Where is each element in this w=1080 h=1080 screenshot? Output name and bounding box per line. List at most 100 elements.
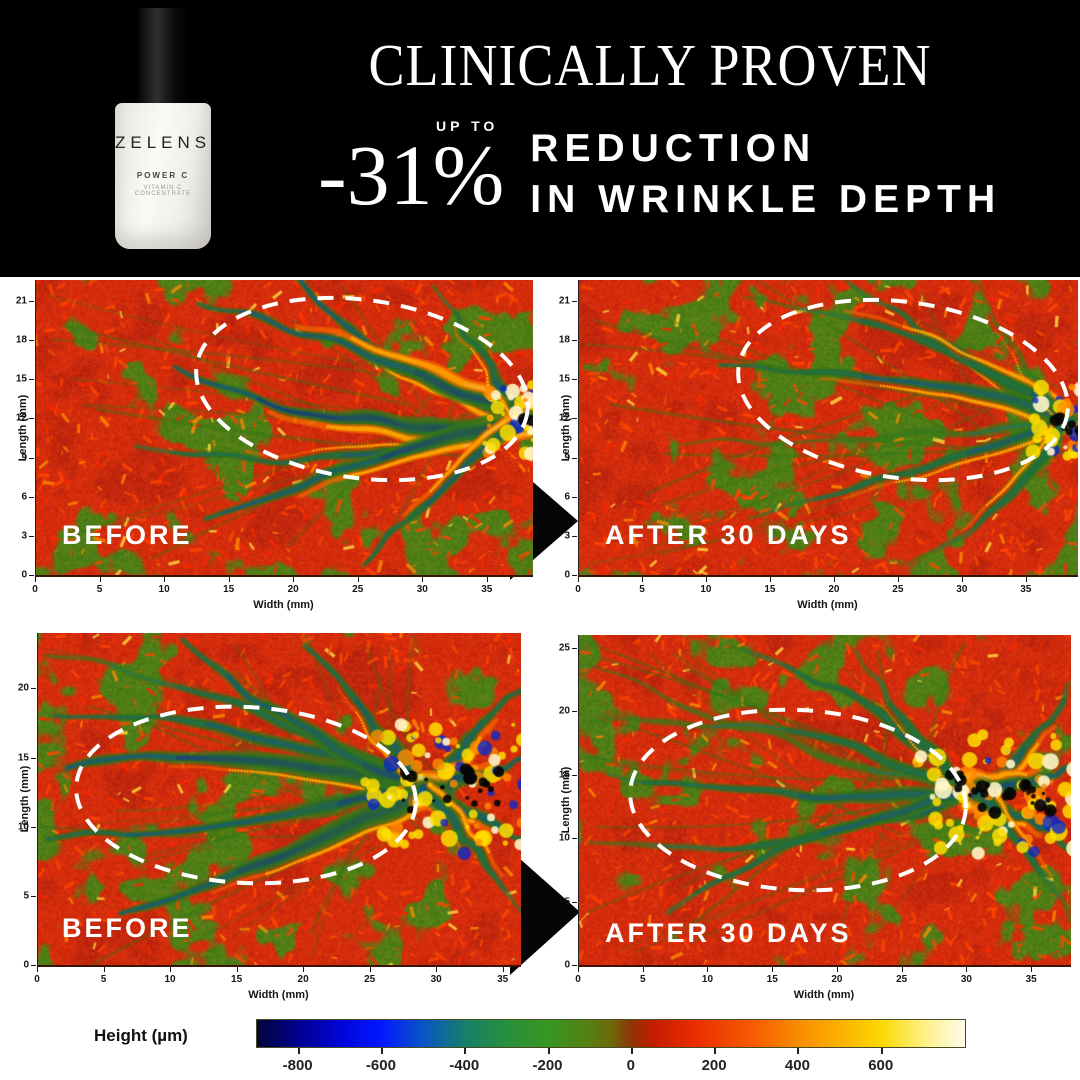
x-tick-label: 25 [352, 584, 364, 595]
x-tick-mark [99, 577, 101, 582]
y-tick-label: 18 [558, 334, 570, 346]
y-tick-label: 0 [564, 569, 570, 581]
x-tick-label: 30 [956, 584, 968, 595]
y-tick-mark [572, 838, 577, 840]
stat-prefix: UP TO [436, 118, 499, 134]
y-tick-mark [29, 575, 34, 576]
colorbar-tick-mark [714, 1048, 717, 1054]
y-tick-mark [572, 379, 577, 381]
y-tick-mark [572, 457, 577, 459]
y-tick-label: 0 [21, 569, 27, 581]
y-tick-mark [572, 901, 577, 903]
x-tick-label: 10 [700, 584, 712, 595]
x-tick-mark [578, 577, 579, 582]
x-tick-mark [642, 967, 644, 972]
x-tick-mark [303, 967, 305, 972]
colorbar-tick-mark [297, 1048, 300, 1054]
x-tick-mark [103, 967, 105, 972]
x-tick-mark [1025, 577, 1027, 582]
y-tick-label: 6 [21, 491, 27, 503]
x-tick-mark [1031, 967, 1033, 972]
x-tick-mark [707, 967, 709, 972]
x-tick-label: 30 [960, 974, 972, 985]
x-tick-label: 20 [287, 584, 299, 595]
x-tick-mark [37, 967, 38, 972]
y-tick-label: 21 [15, 295, 27, 307]
bottle-product-name: POWER C [136, 171, 190, 180]
colorbar-tick-label: 0 [626, 1057, 635, 1074]
y-tick-mark [29, 535, 34, 537]
colorbar-gradient [256, 1019, 966, 1048]
y-tick-mark [572, 340, 577, 342]
x-tick-mark [641, 577, 643, 582]
y-tick-mark [31, 688, 36, 690]
heatmap-panel-top-before: BEFORE [35, 280, 533, 577]
panel-caption-bottom-before: BEFORE [62, 913, 193, 943]
colorbar-title: Height (µm) [94, 1026, 188, 1045]
x-tick-mark [901, 967, 903, 972]
x-tick-label: 5 [96, 584, 103, 595]
x-tick-label: 15 [764, 584, 776, 595]
colorbar-tick-label: -400 [449, 1057, 480, 1074]
x-tick-label: 20 [828, 584, 840, 595]
y-tick-label: 15 [558, 769, 570, 781]
stat-claim-line1: REDUCTION [530, 127, 817, 170]
y-tick-mark [29, 340, 34, 342]
x-tick-label: 0 [32, 584, 38, 595]
y-axis-title: Length (mm) [19, 765, 31, 833]
stat-value-block: UP TO -31% [318, 118, 504, 218]
colorbar-tick-label: 200 [701, 1057, 727, 1074]
x-tick-label: 15 [231, 974, 243, 985]
y-tick-label: 18 [15, 334, 27, 346]
panel-caption-top-before: BEFORE [62, 520, 193, 550]
x-tick-mark [578, 967, 579, 972]
y-tick-label: 12 [558, 412, 570, 424]
x-tick-mark [769, 577, 771, 582]
y-tick-mark [572, 300, 577, 302]
colorbar-tick-label: 600 [868, 1057, 894, 1074]
y-tick-mark [572, 496, 577, 498]
x-tick-mark [705, 577, 707, 582]
heatmap-canvas-bottom-after [579, 635, 1071, 965]
colorbar-tick-label: 400 [784, 1057, 810, 1074]
heatmap-panel-bottom-before: BEFORE [37, 633, 521, 967]
x-tick-mark [772, 967, 774, 972]
x-tick-label: 0 [34, 974, 40, 985]
bottle-brand: ZELENS [115, 133, 212, 152]
x-tick-label: 10 [164, 974, 176, 985]
x-tick-mark [422, 577, 424, 582]
y-tick-mark [29, 300, 34, 302]
x-tick-label: 35 [1025, 974, 1037, 985]
x-tick-mark [833, 577, 835, 582]
y-tick-label: 3 [21, 530, 27, 542]
y-tick-mark [31, 965, 36, 966]
x-tick-mark [369, 967, 371, 972]
y-tick-label: 10 [17, 821, 29, 833]
x-tick-label: 15 [766, 974, 778, 985]
y-tick-label: 15 [15, 373, 27, 385]
product-bottle: ZELENS POWER C VITAMIN C CONCENTRATE [113, 8, 213, 249]
y-tick-mark [572, 711, 577, 713]
y-tick-mark [29, 457, 34, 459]
x-tick-mark [961, 577, 963, 582]
x-tick-label: 35 [481, 584, 493, 595]
y-tick-label: 5 [564, 896, 570, 908]
x-tick-mark [502, 967, 504, 972]
y-tick-label: 21 [558, 295, 570, 307]
x-tick-label: 10 [701, 974, 714, 985]
y-tick-mark [29, 379, 34, 381]
stat-claim-line2: IN WRINKLE DEPTH [530, 177, 1002, 221]
y-tick-mark [29, 418, 34, 420]
y-tick-label: 5 [23, 890, 29, 902]
y-tick-mark [572, 575, 577, 576]
x-tick-label: 20 [831, 974, 843, 985]
x-tick-label: 20 [297, 974, 309, 985]
panel-caption-bottom-after: AFTER 30 DAYS [605, 918, 852, 948]
x-tick-label: 30 [416, 584, 428, 595]
bottle-cap [138, 8, 188, 106]
x-tick-label: 25 [364, 974, 376, 985]
x-tick-label: 35 [1020, 584, 1032, 595]
y-tick-label: 0 [23, 959, 29, 971]
x-tick-mark [966, 967, 968, 972]
